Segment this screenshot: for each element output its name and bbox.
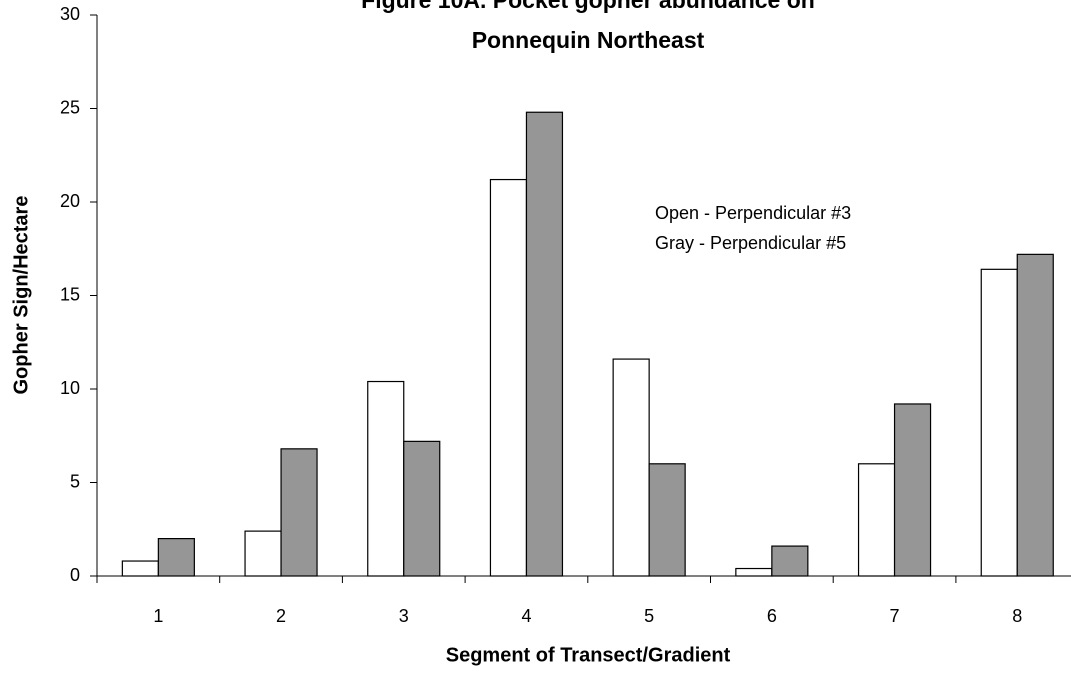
bar [771,545,809,577]
bar [121,560,159,577]
y-tick-label: 30 [60,4,80,24]
x-tick-label: 1 [153,606,163,626]
bar [367,380,405,577]
bar [157,537,195,577]
bar [893,403,932,577]
y-tick-label: 15 [60,284,80,304]
chart-title: Figure 10A. Pocket gopher abundance on [361,0,815,13]
x-tick-label: 8 [1012,606,1022,626]
x-tick-label: 6 [767,606,777,626]
y-tick-label: 10 [60,378,80,398]
y-tick-label: 0 [70,565,80,585]
bar [648,463,686,577]
bar [280,448,318,577]
bar [735,567,773,577]
x-tick-label: 2 [276,606,286,626]
bar [244,530,282,577]
chart-title: Ponnequin Northeast [472,27,705,53]
x-tick-label: 4 [521,606,531,626]
legend-entry: Gray - Perpendicular #5 [655,233,846,253]
bar [489,178,528,577]
bar [980,268,1018,577]
bar [525,111,564,577]
bar [857,463,896,577]
legend-entry: Open - Perpendicular #3 [655,203,851,223]
y-tick-label: 20 [60,191,80,211]
x-tick-label: 5 [644,606,654,626]
y-tick-label: 25 [60,97,80,117]
bar [403,440,441,577]
x-tick-label: 7 [890,606,900,626]
bar [612,358,650,577]
x-axis-label: Segment of Transect/Gradient [446,644,731,666]
x-tick-label: 3 [399,606,409,626]
bar [1016,253,1054,577]
y-axis-label: Gopher Sign/Hectare [10,196,32,395]
y-tick-label: 5 [70,471,80,491]
